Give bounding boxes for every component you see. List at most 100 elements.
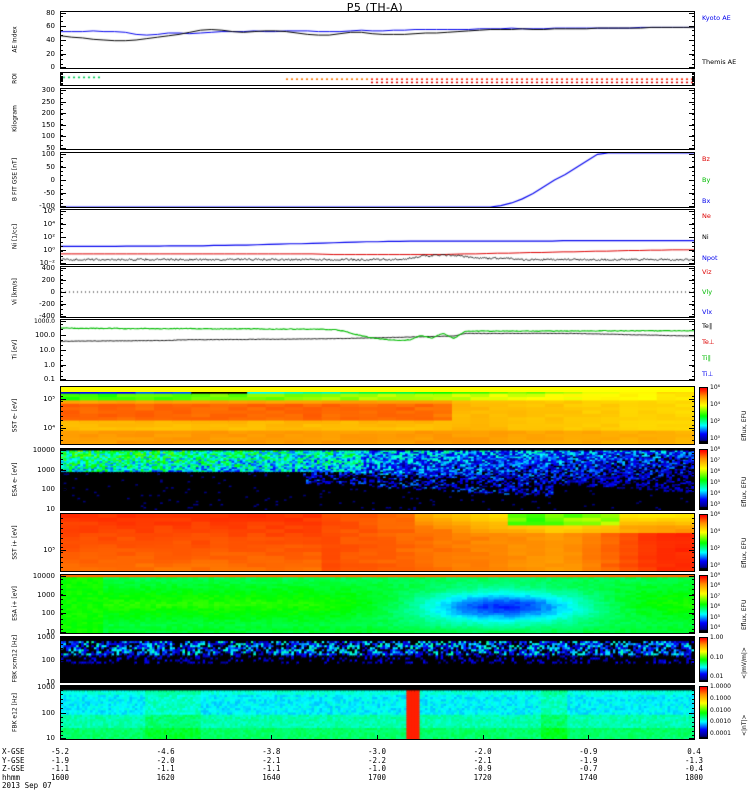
- minor-tick: [60, 689, 63, 691]
- axis-time-2: 1640: [262, 772, 281, 782]
- ytick-esa-i-3: 10: [46, 628, 55, 637]
- ytick-esa-e-3: 10: [46, 505, 55, 514]
- tickmark: [689, 166, 695, 168]
- tickmark: [689, 267, 695, 269]
- colorbar-canvas: [700, 388, 707, 443]
- minor-tick: [692, 410, 695, 412]
- minor-tick: [692, 246, 695, 248]
- axis-value-x-gse-1: -4.6: [156, 747, 175, 756]
- minor-tick: [60, 629, 63, 630]
- axis-value-z-gse-2: -1.1: [262, 764, 281, 773]
- minor-tick: [60, 30, 63, 32]
- ytick-esa-i-0: 10000: [32, 571, 55, 580]
- minor-tick: [60, 25, 63, 27]
- minor-tick: [60, 542, 63, 544]
- xtick: [482, 735, 484, 740]
- tickmark: [60, 575, 66, 577]
- xtick: [694, 735, 695, 740]
- minor-tick: [692, 139, 695, 141]
- colorbar-esa-i: [699, 575, 708, 633]
- minor-tick: [60, 329, 63, 331]
- tickmark: [689, 509, 695, 511]
- minor-tick: [692, 458, 695, 460]
- ytick-kilogram-4: 100: [41, 132, 55, 141]
- tickmark: [689, 193, 695, 195]
- tickmark: [689, 489, 695, 491]
- minor-tick: [60, 241, 63, 243]
- tickmark: [60, 193, 66, 195]
- minor-tick: [60, 232, 63, 234]
- minor-tick: [60, 655, 63, 657]
- minor-tick: [692, 156, 695, 158]
- ytick-sst-e-0: 10⁵: [43, 394, 55, 403]
- minor-tick: [60, 430, 63, 432]
- tickmark: [60, 613, 66, 615]
- colorbar-title-sst-e: Eflux, EFU: [741, 410, 748, 441]
- axis-time-3: 1700: [367, 772, 387, 782]
- tickmark: [60, 364, 66, 366]
- minor-tick: [692, 671, 695, 673]
- panel-roi: [60, 72, 695, 86]
- minor-tick: [692, 144, 695, 146]
- panel-canvas-b-fit: [61, 153, 694, 207]
- minor-tick: [60, 420, 63, 422]
- tickmark: [689, 449, 695, 451]
- minor-tick: [692, 463, 695, 465]
- minor-tick: [692, 194, 695, 195]
- colorbar-title-fbk-e: <|nT|>: [741, 714, 748, 736]
- minor-tick: [60, 440, 63, 442]
- ytick-kilogram-5: 50: [46, 144, 55, 153]
- tickmark: [689, 613, 695, 615]
- minor-tick: [60, 505, 63, 507]
- tickmark: [689, 379, 695, 381]
- minor-tick: [692, 82, 695, 84]
- minor-tick: [692, 675, 695, 677]
- tickmark: [689, 575, 695, 577]
- minor-tick: [60, 599, 63, 600]
- panel-canvas-sst-e: [61, 387, 694, 444]
- minor-tick: [692, 584, 695, 585]
- tickmark: [60, 632, 66, 634]
- minor-tick: [692, 84, 695, 86]
- minor-tick: [60, 425, 63, 427]
- minor-tick: [692, 98, 695, 100]
- minor-tick: [692, 334, 695, 336]
- tickmark: [60, 148, 66, 150]
- minor-tick: [692, 350, 695, 351]
- minor-tick: [60, 463, 63, 465]
- ytick-ae-index-4: 0: [50, 63, 55, 72]
- axis-value-x-gse-0: -5.2: [50, 747, 70, 756]
- axis-value-x-gse-5: -0.9: [579, 747, 598, 756]
- colorbar-sst-i: [699, 514, 708, 571]
- ytick-vi-1: 200: [41, 275, 55, 284]
- minor-tick: [60, 344, 63, 346]
- minor-tick: [60, 474, 63, 476]
- minor-tick: [60, 81, 63, 83]
- colorbar-label-fbk-e-1: 0.1000: [710, 694, 731, 702]
- ytick-fbk-scm-0: 1000: [37, 633, 55, 642]
- tickmark: [60, 267, 66, 269]
- minor-tick: [60, 246, 63, 248]
- minor-tick: [692, 629, 695, 630]
- minor-tick: [60, 218, 63, 220]
- minor-tick: [692, 490, 695, 491]
- tickmark: [60, 206, 66, 208]
- minor-tick: [692, 517, 695, 519]
- ytick-ae-index-1: 60: [46, 22, 55, 31]
- xtick: [271, 735, 273, 740]
- panel-ti: [60, 319, 695, 381]
- colorbar-label-esa-i-2: 10⁷: [710, 592, 721, 600]
- colorbar-canvas: [700, 638, 707, 681]
- minor-tick: [692, 300, 695, 302]
- tickmark: [689, 364, 695, 366]
- ytick-kilogram-3: 150: [41, 120, 55, 129]
- axis-value-z-gse-0: -1.1: [50, 764, 70, 773]
- minor-tick: [60, 500, 63, 502]
- minor-tick: [60, 82, 63, 84]
- panel-ni: [60, 209, 695, 265]
- ytick-ae-index-0: 80: [46, 8, 55, 17]
- axis-value-x-gse-4: -2.0: [473, 747, 492, 756]
- minor-tick: [692, 567, 695, 569]
- legend-ni-0: Ne: [702, 211, 711, 220]
- minor-tick: [60, 283, 63, 285]
